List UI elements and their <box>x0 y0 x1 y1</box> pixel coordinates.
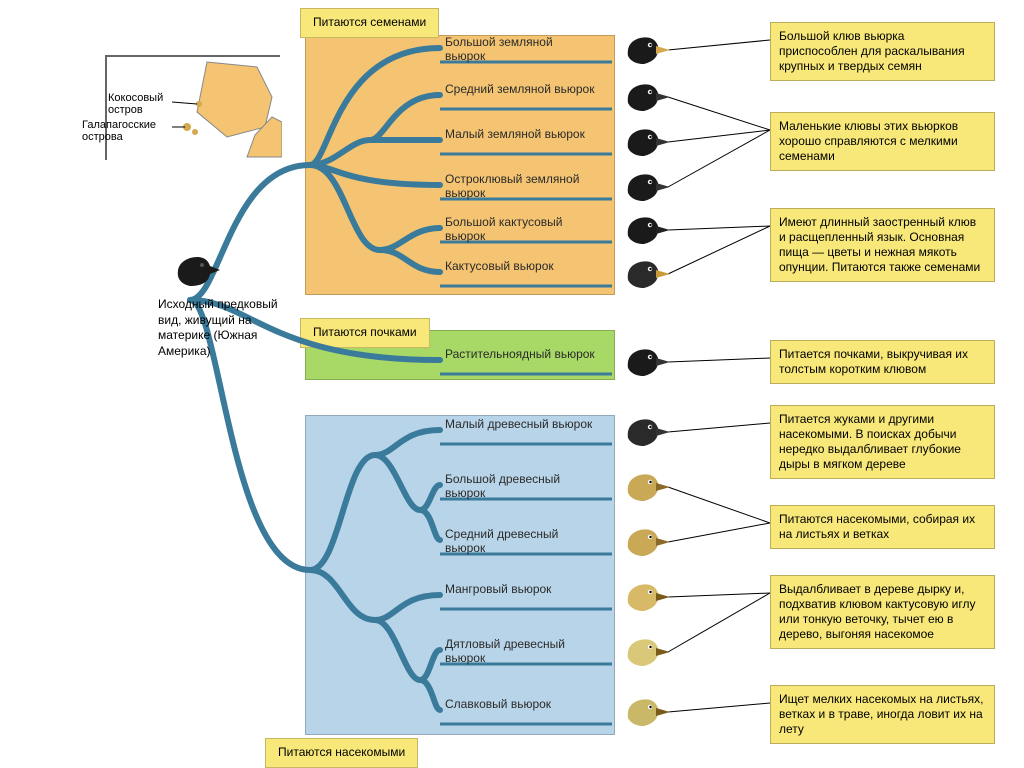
ancestor-bird <box>168 248 223 293</box>
species-label: Средний земляной вьюрок <box>445 83 595 97</box>
finch-head-icon <box>620 467 672 510</box>
finch-head-icon <box>620 692 672 735</box>
finch-head-icon <box>620 342 672 385</box>
species-label: Дятловый древесный вьюрок <box>445 638 595 666</box>
description-box: Маленькие клювы этих вьюрков хорошо спра… <box>770 112 995 171</box>
description-box: Питается жуками и другими насекомыми. В … <box>770 405 995 479</box>
description-box: Питается почками, выкручивая их толстым … <box>770 340 995 384</box>
species-label: Малый древесный вьюрок <box>445 418 595 432</box>
description-box: Большой клюв вьюрка приспособлен для рас… <box>770 22 995 81</box>
finch-head-icon <box>620 122 672 165</box>
ancestor-label: Исходный предковый вид, живущий на матер… <box>158 297 278 359</box>
description-box: Выдалбливает в дереве дырку и, подхватив… <box>770 575 995 649</box>
finch-head-icon <box>620 254 672 297</box>
finch-head-icon <box>620 632 672 675</box>
species-label: Большой земляной вьюрок <box>445 36 595 64</box>
finch-head-icon <box>620 77 672 120</box>
species-label: Средний древесный вьюрок <box>445 528 595 556</box>
species-label: Большой древесный вьюрок <box>445 473 595 501</box>
species-label: Растительноядный вьюрок <box>445 348 595 362</box>
species-label: Большой кактусовый вьюрок <box>445 216 595 244</box>
species-label: Славковый вьюрок <box>445 698 595 712</box>
description-box: Ищет мелких насекомых на листьях, ветках… <box>770 685 995 744</box>
finch-head-icon <box>620 577 672 620</box>
description-box: Имеют длинный заостренный клюв и расщепл… <box>770 208 995 282</box>
finch-head-icon <box>620 210 672 253</box>
description-box: Питаются насекомыми, собирая их на листь… <box>770 505 995 549</box>
species-label: Малый земляной вьюрок <box>445 128 595 142</box>
species-label: Остроклювый земляной вьюрок <box>445 173 595 201</box>
species-label: Кактусовый вьюрок <box>445 260 595 274</box>
finch-head-icon <box>620 30 672 73</box>
species-label: Мангровый вьюрок <box>445 583 595 597</box>
finch-head-icon <box>620 522 672 565</box>
finch-head-icon <box>620 167 672 210</box>
finch-head-icon <box>620 412 672 455</box>
